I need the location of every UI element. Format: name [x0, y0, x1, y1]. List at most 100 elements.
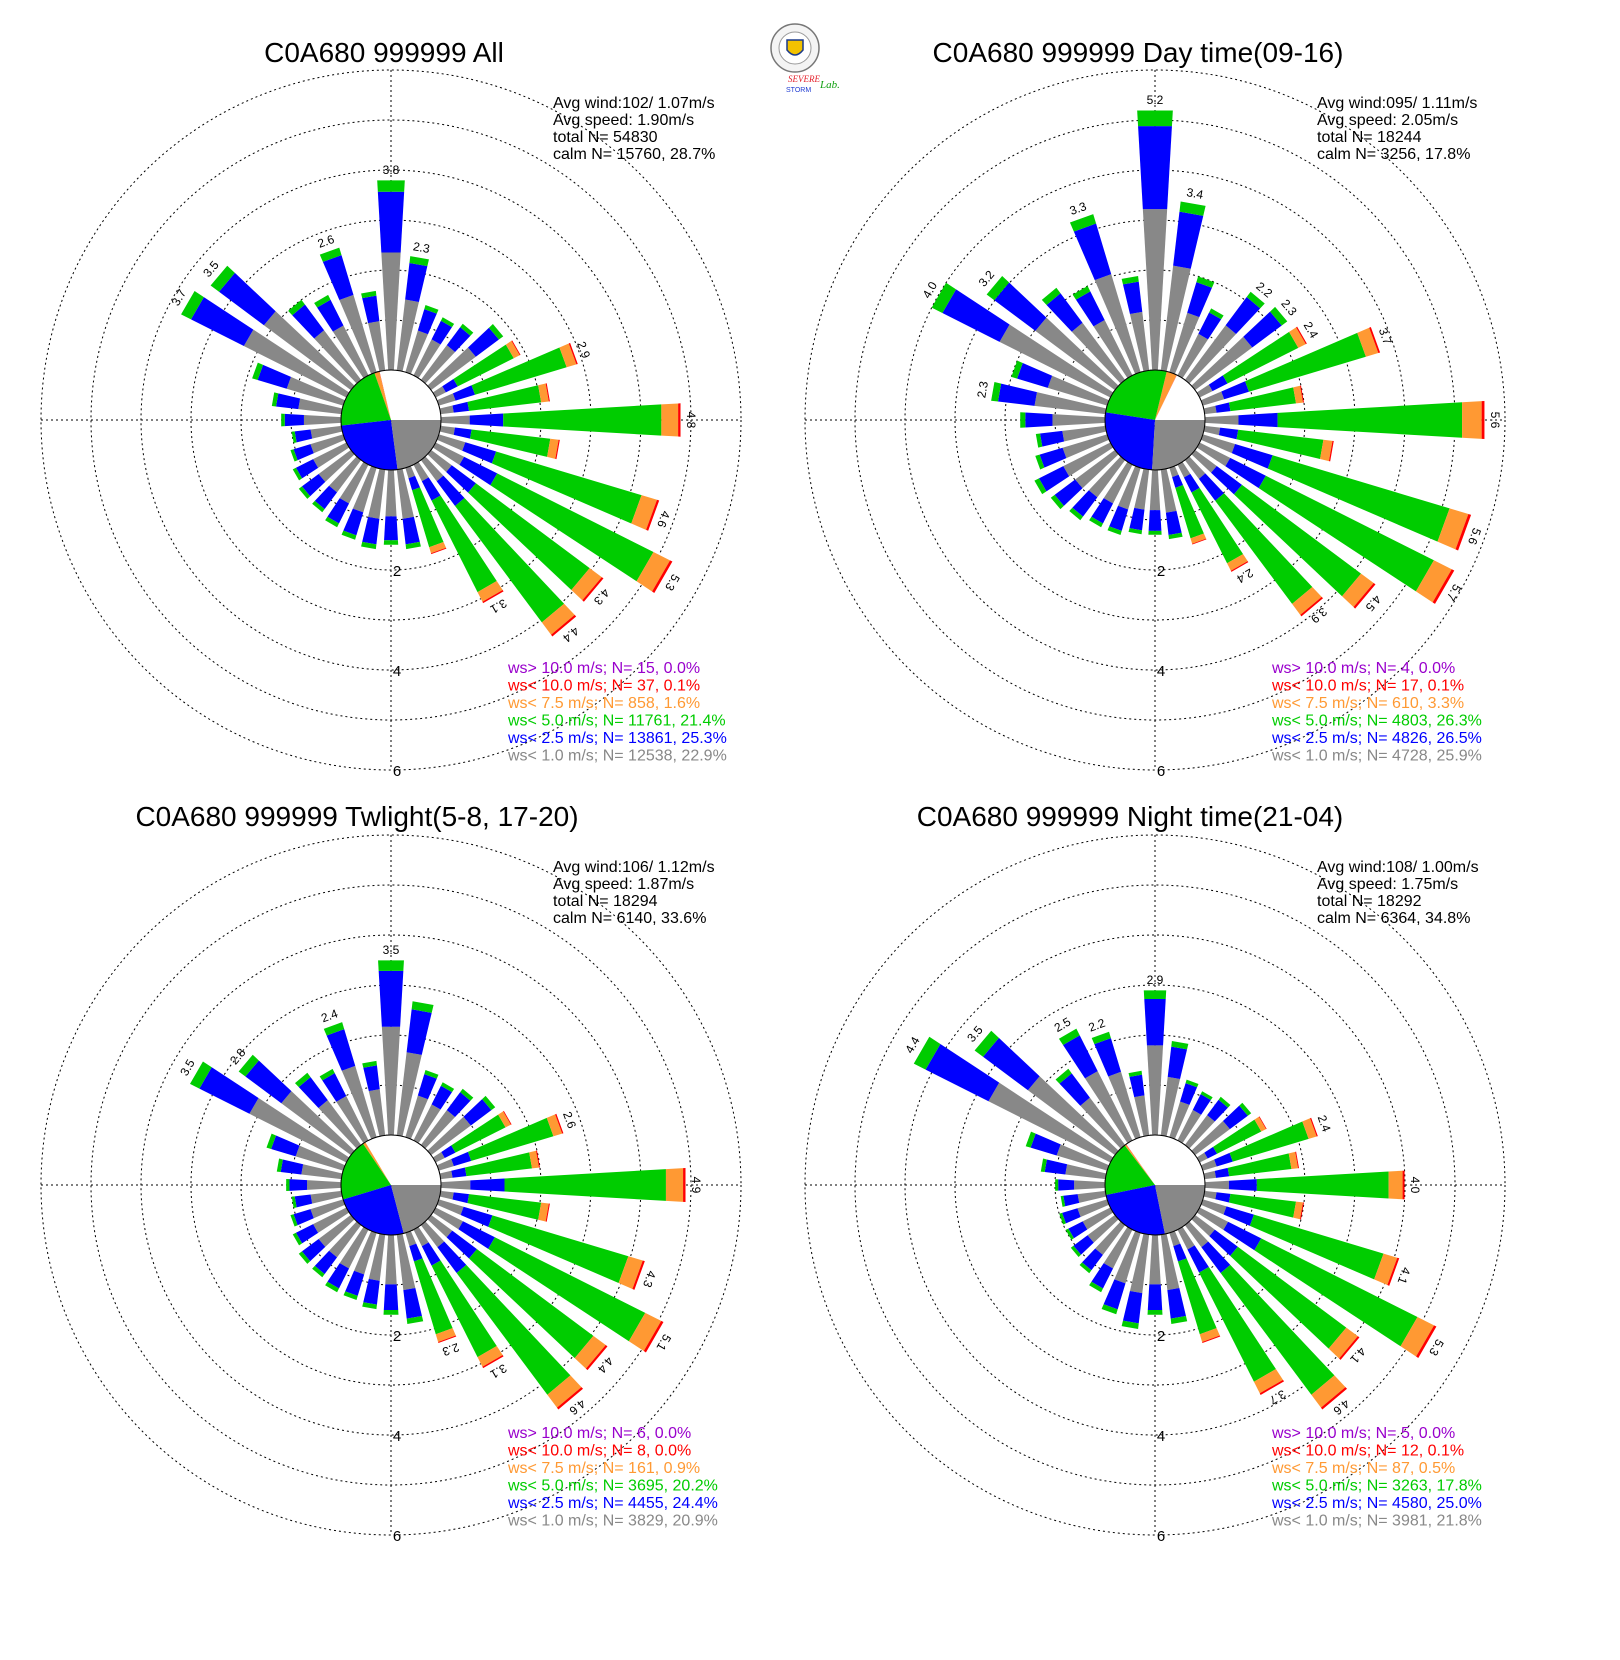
- radial-tick-label: 2: [393, 1328, 401, 1345]
- panel-title: C0A680 999999 All: [264, 37, 504, 68]
- spoke-value-label: 5.3: [1426, 1337, 1447, 1359]
- spoke-segment: [413, 461, 429, 482]
- legend-entry: ws> 10.0 m/s; N= 4, 0.0%: [1271, 660, 1455, 677]
- spoke-segment: [1040, 1158, 1047, 1173]
- spoke-segment: [1088, 456, 1126, 498]
- spoke-segment: [368, 468, 386, 519]
- spoke-260deg: [291, 1190, 343, 1209]
- calm-pie: [340, 1134, 442, 1236]
- spoke-value-label: 2.5: [1052, 1014, 1074, 1035]
- spoke-segment: [336, 1096, 369, 1144]
- spoke-segment: [314, 330, 362, 384]
- speed-legend: ws> 10.0 m/s; N= 15, 0.0%ws< 10.0 m/s; N…: [507, 660, 727, 765]
- spoke-40deg: [1184, 1096, 1231, 1149]
- stats-line: calm N= 6140, 33.6%: [553, 910, 706, 927]
- spoke-270deg: [1020, 412, 1106, 428]
- spoke-segment: [1177, 1258, 1217, 1335]
- spoke-segment: [289, 1179, 308, 1191]
- calm-pie-outline: [1104, 369, 1206, 471]
- spoke-segment: [439, 1190, 454, 1200]
- spoke-segment: [429, 541, 447, 554]
- spoke-segment: [408, 475, 421, 491]
- spoke-segment: [435, 1328, 456, 1342]
- calm-pie: [1104, 369, 1206, 471]
- spoke-segment: [1128, 528, 1143, 535]
- spoke-280deg: [991, 382, 1107, 415]
- spoke-segment: [1069, 214, 1097, 232]
- spoke-value-label: 4.0: [1408, 1177, 1422, 1194]
- spoke-30deg: [413, 317, 455, 379]
- spoke-segment: [1293, 1201, 1303, 1220]
- radial-tick-label: 4: [393, 1428, 401, 1445]
- spoke-segment: [1091, 1031, 1111, 1045]
- spoke-segment: [1073, 1235, 1094, 1255]
- spoke-value-label: 3.1: [487, 1361, 509, 1382]
- spoke-segment: [1050, 494, 1064, 510]
- spoke-segment: [1148, 510, 1162, 531]
- spoke-segment: [243, 329, 350, 398]
- spoke-segment: [368, 321, 386, 372]
- spoke-140deg: [1184, 456, 1324, 617]
- calm-pie-slice: [1125, 1144, 1155, 1185]
- spoke-segment: [362, 516, 380, 545]
- calm-pie-slice: [1152, 420, 1205, 470]
- spoke-70deg: [1200, 1117, 1318, 1171]
- spoke-segment: [1054, 479, 1083, 506]
- spoke-value-label: 4.3: [640, 1269, 659, 1290]
- calm-pie: [340, 369, 442, 471]
- spoke-segment: [317, 299, 344, 332]
- legend-entry: ws< 1.0 m/s; N= 3981, 21.8%: [1271, 1513, 1482, 1530]
- spoke-segment: [555, 1113, 564, 1134]
- radial-tick-label: 2: [393, 563, 401, 580]
- spoke-segment: [556, 1387, 584, 1410]
- spoke-segment: [1259, 1379, 1285, 1395]
- spoke-segment: [631, 495, 657, 530]
- spoke-250deg: [1059, 1199, 1110, 1225]
- spoke-segment: [913, 1036, 941, 1070]
- spoke-segment: [1095, 1221, 1126, 1255]
- spoke-segment: [326, 1029, 356, 1071]
- spoke-segment: [1258, 475, 1434, 592]
- spoke-segment: [417, 309, 437, 335]
- spoke-30deg: [413, 1082, 455, 1144]
- logo-text-severe: SEVERE: [788, 74, 820, 84]
- spoke-segment: [1025, 412, 1053, 428]
- spoke-150deg: [1177, 1226, 1285, 1395]
- spoke-segment: [1171, 1040, 1189, 1050]
- spoke-segment: [1190, 533, 1207, 544]
- wind-rose-panel-1: C0A680 999999 All2463.82.32.94.84.65.34.…: [40, 37, 742, 780]
- spoke-segment: [1055, 1068, 1072, 1084]
- spoke-segment: [1300, 1202, 1304, 1220]
- spoke-segment: [1177, 1109, 1202, 1144]
- spoke-value-label: 2.2: [1087, 1016, 1108, 1035]
- spoke-segment: [458, 1221, 495, 1249]
- spoke-segment: [1230, 561, 1249, 572]
- spoke-segment: [405, 1230, 417, 1247]
- spoke-230deg: [1050, 449, 1119, 510]
- spoke-220deg: [1079, 1221, 1126, 1274]
- spoke-segment: [1059, 1073, 1090, 1106]
- spoke-segment: [1222, 331, 1299, 384]
- spoke-segment: [383, 1284, 399, 1310]
- spoke-segment: [294, 1194, 313, 1208]
- spoke-segment: [361, 290, 377, 299]
- range-ring: [40, 834, 742, 1536]
- spoke-150deg: [1177, 461, 1249, 572]
- spoke-130deg: [427, 449, 604, 602]
- spoke-segment: [271, 1135, 300, 1157]
- spoke-segment: [1231, 444, 1273, 469]
- spoke-segment: [432, 1207, 464, 1230]
- spoke-segment: [1177, 1226, 1195, 1250]
- spoke-110deg: [1200, 434, 1472, 551]
- spoke-segment: [1137, 110, 1173, 127]
- spoke-segment: [1238, 412, 1278, 428]
- spoke-segment: [452, 1192, 470, 1204]
- spoke-190deg: [361, 468, 386, 550]
- spoke-320deg: [288, 299, 362, 384]
- spoke-segment: [1191, 487, 1244, 564]
- spoke-300deg: [913, 1036, 1114, 1163]
